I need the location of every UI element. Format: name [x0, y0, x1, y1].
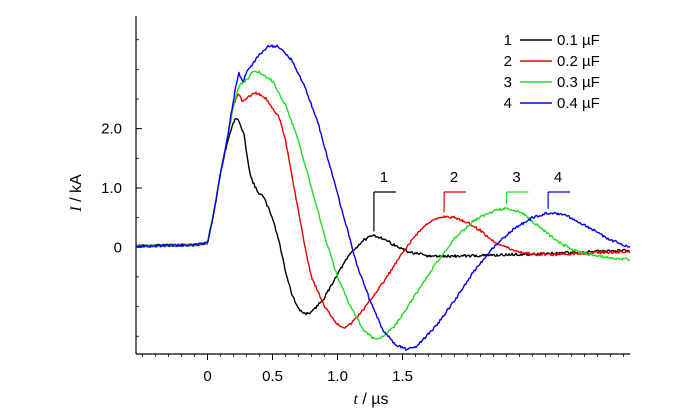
legend-label-1: 0.1 µF [557, 32, 600, 49]
y-tick-label: 0 [114, 239, 122, 256]
legend-label-2: 0.2 µF [557, 53, 600, 70]
y-tick-label: 1.0 [101, 180, 122, 197]
x-axis-unit: / µs [358, 391, 389, 408]
legend-number-3: 3 [504, 74, 512, 91]
y-axis-unit: / kA [68, 174, 85, 206]
y-tick-label: 2.0 [101, 121, 122, 138]
callout-label-4: 4 [554, 169, 562, 186]
plot-area [135, 44, 631, 351]
series-line-2 [135, 91, 631, 329]
legend: 1 0.1 µF 2 0.2 µF 3 0.3 µF 4 0.4 µF [504, 32, 600, 112]
x-tick-label: 0 [203, 368, 211, 385]
legend-label-3: 0.3 µF [557, 74, 600, 91]
y-axis-title: I / kA [68, 174, 85, 213]
legend-number-2: 2 [504, 53, 512, 70]
legend-number-4: 4 [504, 95, 512, 112]
series-line-1 [135, 118, 631, 316]
x-tick-label: 1.0 [327, 368, 348, 385]
callout-label-3: 3 [512, 169, 520, 186]
callout-label-2: 2 [450, 169, 458, 186]
legend-number-1: 1 [504, 32, 512, 49]
x-axis-variable: t [353, 391, 358, 408]
series-line-4 [135, 44, 631, 351]
axes [135, 16, 630, 355]
annotations: 1 2 3 4 [373, 169, 571, 232]
x-tick-label: 1.5 [392, 368, 413, 385]
y-axis-variable: I [68, 206, 85, 213]
ticks: 0 0.5 1.0 1.5 0 1.0 2.0 [101, 39, 624, 385]
x-tick-label: 0.5 [262, 368, 283, 385]
legend-label-4: 0.4 µF [557, 95, 600, 112]
series-line-3 [135, 70, 631, 340]
x-axis-title: t / µs [353, 391, 388, 408]
callout-label-1: 1 [380, 169, 388, 186]
